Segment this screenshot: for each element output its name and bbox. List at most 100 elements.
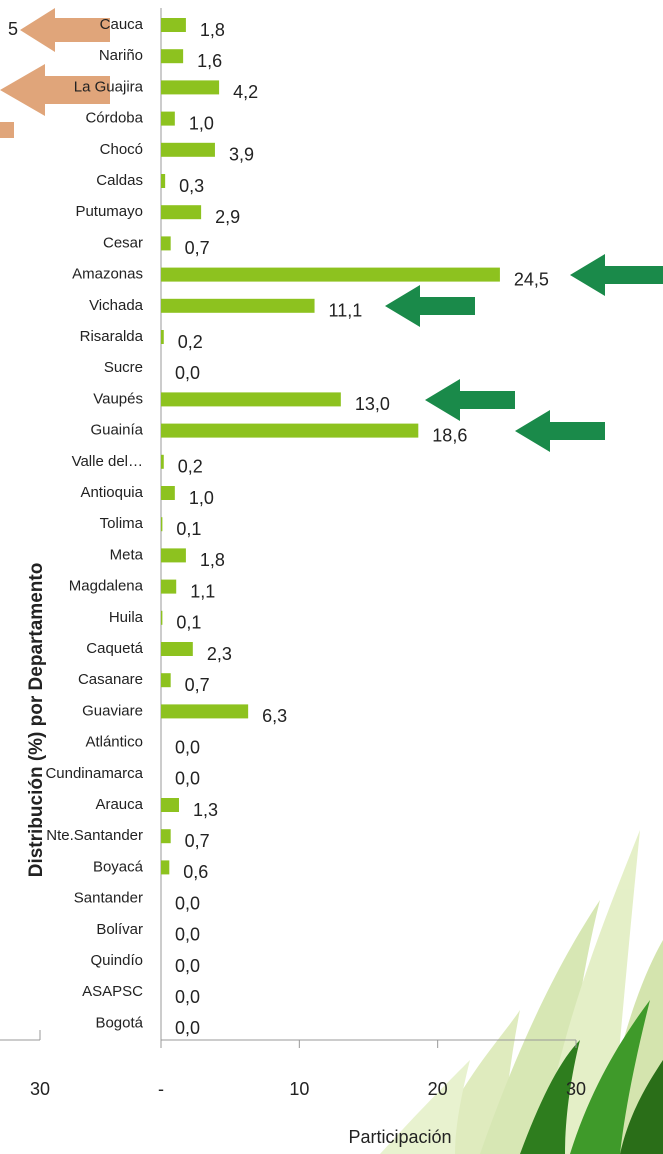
y-axis-title: Distribución (%) por Departamento (26, 563, 47, 878)
bar (161, 112, 175, 126)
bar (161, 704, 248, 718)
y-tick-label: Magdalena (69, 578, 144, 595)
value-label: 0,0 (175, 1018, 200, 1038)
value-label: 24,5 (514, 269, 549, 289)
y-tick-label: ASAPSC (82, 983, 143, 1000)
bar (161, 330, 164, 344)
y-tick-label: Vichada (89, 297, 144, 314)
y-tick-label: Huila (109, 609, 144, 626)
bar (161, 486, 175, 500)
value-label: 3,9 (229, 145, 254, 165)
value-label: 0,7 (185, 675, 210, 695)
bar (161, 548, 186, 562)
bar (161, 798, 179, 812)
value-label: 0,0 (175, 956, 200, 976)
bar (161, 829, 171, 843)
x-tick-label: 30 (566, 1079, 586, 1099)
value-label: 2,9 (215, 207, 240, 227)
value-label: 1,3 (193, 800, 218, 820)
value-label: 0,0 (175, 987, 200, 1007)
bar (161, 424, 418, 438)
page: 5 30 Participación Distribución (%) por … (0, 0, 663, 1154)
value-label: 1,8 (200, 550, 225, 570)
value-label: 11,1 (329, 301, 363, 321)
value-label: 0,0 (175, 925, 200, 945)
y-tick-label: La Guajira (74, 78, 144, 95)
y-tick-label: Cundinamarca (45, 765, 143, 782)
value-label: 1,6 (197, 51, 222, 71)
value-label: 0,2 (178, 457, 203, 477)
y-tick-label: Tolima (100, 515, 144, 532)
x-tick-label: 10 (289, 1079, 309, 1099)
x-axis-title: Participación (348, 1127, 451, 1147)
value-label: 6,3 (262, 706, 287, 726)
bar (161, 18, 186, 32)
bar (161, 673, 171, 687)
value-label: 1,1 (190, 581, 215, 601)
y-tick-label: Bolívar (96, 921, 143, 938)
y-tick-label: Santander (74, 890, 143, 907)
value-label: 1,0 (189, 488, 214, 508)
y-tick-label: Vaupés (93, 390, 143, 407)
bar (161, 455, 164, 469)
y-tick-label: Nariño (99, 47, 143, 64)
value-label: 2,3 (207, 644, 232, 664)
y-tick-label: Caquetá (86, 640, 143, 657)
value-label: 0,7 (185, 831, 210, 851)
bar (161, 517, 162, 531)
left-fragment-tick-label: 30 (30, 1079, 50, 1099)
y-tick-label: Cesar (103, 234, 143, 251)
y-tick-label: Nte.Santander (46, 827, 143, 844)
bar (161, 580, 176, 594)
y-tick-label: Antioquia (80, 484, 143, 501)
y-tick-label: Cauca (100, 16, 144, 33)
value-label: 1,8 (200, 20, 225, 40)
left-fragment-label: 5 (8, 19, 18, 39)
y-tick-label: Valle del… (72, 453, 143, 470)
y-tick-label: Casanare (78, 671, 143, 688)
value-label: 0,0 (175, 769, 200, 789)
y-tick-label: Córdoba (85, 110, 143, 127)
bar (161, 392, 341, 406)
y-tick-label: Atlántico (85, 734, 143, 751)
bar (161, 205, 201, 219)
value-label: 0,0 (175, 363, 200, 383)
y-tick-label: Guaviare (82, 702, 143, 719)
value-label: 1,0 (189, 113, 214, 133)
bar (161, 642, 193, 656)
value-label: 0,2 (178, 332, 203, 352)
y-tick-label: Sucre (104, 359, 143, 376)
value-label: 0,3 (179, 176, 204, 196)
value-label: 0,7 (185, 238, 210, 258)
x-tick-label: - (158, 1079, 164, 1099)
bar (161, 268, 500, 282)
bar (161, 299, 315, 313)
y-tick-label: Boyacá (93, 858, 144, 875)
value-label: 0,1 (176, 613, 201, 633)
bar (161, 174, 165, 188)
y-tick-label: Guainía (90, 422, 143, 439)
y-tick-label: Amazonas (72, 266, 143, 283)
value-label: 0,0 (175, 893, 200, 913)
chart: 5 30 Participación Distribución (%) por … (0, 0, 663, 1154)
bar (161, 143, 215, 157)
value-label: 0,0 (175, 737, 200, 757)
y-tick-label: Bogotá (95, 1014, 143, 1031)
value-label: 0,1 (176, 519, 201, 539)
y-tick-label: Putumayo (75, 203, 143, 220)
y-tick-label: Meta (110, 546, 144, 563)
x-tick-label: 20 (428, 1079, 448, 1099)
value-label: 0,6 (183, 862, 208, 882)
bar (161, 611, 162, 625)
value-label: 4,2 (233, 82, 258, 102)
y-tick-label: Quindío (90, 952, 143, 969)
y-tick-label: Chocó (100, 141, 143, 158)
y-tick-label: Caldas (96, 172, 143, 189)
value-label: 18,6 (432, 425, 467, 445)
bar (161, 49, 183, 63)
y-tick-label: Arauca (95, 796, 143, 813)
y-tick-label: Risaralda (80, 328, 144, 345)
bar (161, 860, 169, 874)
value-label: 13,0 (355, 394, 390, 414)
bar (161, 80, 219, 94)
